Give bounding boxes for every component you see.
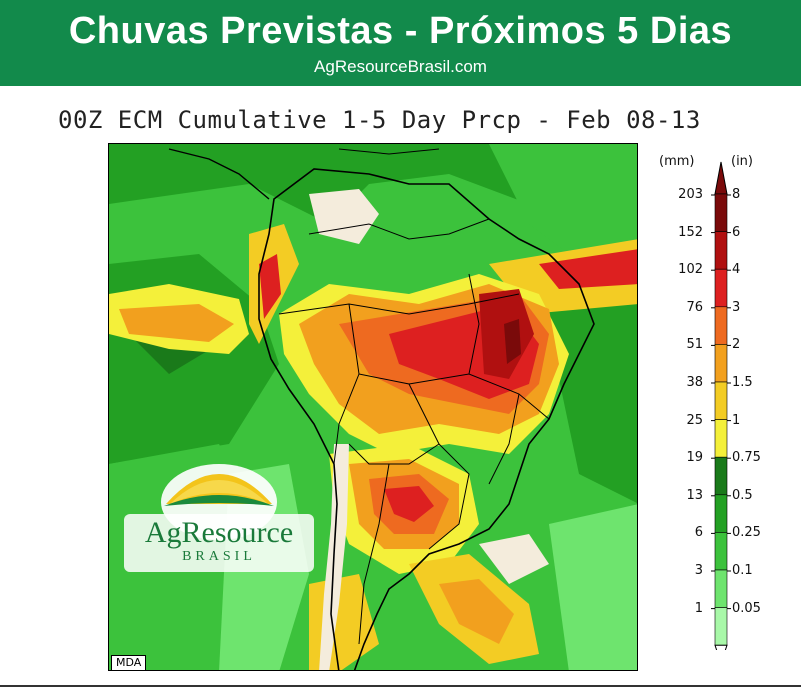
legend-in-value: 3 [732, 299, 741, 315]
legend-in-value: 8 [732, 187, 741, 202]
legend-mm-value: 1 [694, 600, 703, 616]
legend-swatch-51 [714, 344, 728, 383]
agresource-logo [124, 464, 314, 572]
legend-swatch-25 [714, 419, 728, 458]
legend-swatch-38 [714, 381, 728, 420]
legend-color-bar [711, 161, 731, 650]
legend-mm-value: 203 [678, 187, 703, 202]
legend-mm-value: 38 [686, 375, 703, 390]
legend-swatch-102 [714, 268, 728, 308]
website-link[interactable]: AgResourceBrasil.com [314, 57, 487, 76]
legend-swatch-203 [714, 193, 728, 232]
legend-in-value: 0.05 [732, 600, 761, 616]
legend-swatch-152 [714, 231, 728, 270]
bottom-divider [0, 685, 801, 687]
legend-unit-in: (in) [731, 154, 753, 169]
logo-name: AgResource [144, 516, 294, 549]
legend-in-value: 0.5 [732, 487, 753, 503]
legend-swatch-1 [714, 607, 728, 646]
legend-in-value: 4 [732, 262, 741, 278]
legend-swatch-19 [714, 456, 728, 496]
legend-mm-value: 76 [686, 299, 703, 315]
color-legend: (mm) (in) 203 8 152 6 102 4 76 3 51 2 38 1.5 25 1 19 0.… [655, 150, 801, 660]
legend-mm-value: 102 [678, 262, 703, 278]
mda-credit: MDA [111, 655, 147, 670]
legend-swatch-13 [714, 494, 728, 533]
legend-in-value: 6 [732, 224, 741, 240]
legend-mm-value: 13 [686, 487, 703, 503]
legend-in-value: 2 [732, 337, 741, 353]
map-graphic [109, 144, 637, 670]
legend-swatch-6 [714, 532, 728, 571]
legend-mm-value: 3 [694, 563, 703, 578]
legend-swatch-76 [714, 306, 728, 345]
legend-mm-value: 25 [686, 412, 703, 428]
legend-in-value: 0.25 [732, 525, 761, 541]
map-title: 00Z ECM Cumulative 1-5 Day Prcp - Feb 08… [58, 106, 701, 134]
legend-swatch-3 [714, 569, 728, 608]
legend-mm-value: 51 [686, 337, 703, 353]
page-header: Chuvas Previstas - Próximos 5 Dias AgRes… [0, 0, 801, 86]
legend-in-value: 1.5 [732, 375, 753, 390]
legend-mm-value: 152 [678, 224, 703, 240]
legend-in-value: 0.1 [732, 563, 753, 578]
precipitation-map: AgResource BRASIL MDA [108, 143, 638, 671]
legend-mm-value: 6 [694, 525, 703, 541]
legend-mm-value: 19 [686, 450, 703, 466]
page-title: Chuvas Previstas - Próximos 5 Dias [68, 10, 733, 52]
legend-unit-mm: (mm) [659, 154, 695, 169]
legend-in-value: 1 [732, 412, 741, 428]
legend-in-value: 0.75 [732, 450, 761, 466]
legend-bottom-arrow [714, 644, 728, 650]
legend-top-arrow [714, 161, 728, 195]
logo-tagline: BRASIL [182, 549, 256, 564]
